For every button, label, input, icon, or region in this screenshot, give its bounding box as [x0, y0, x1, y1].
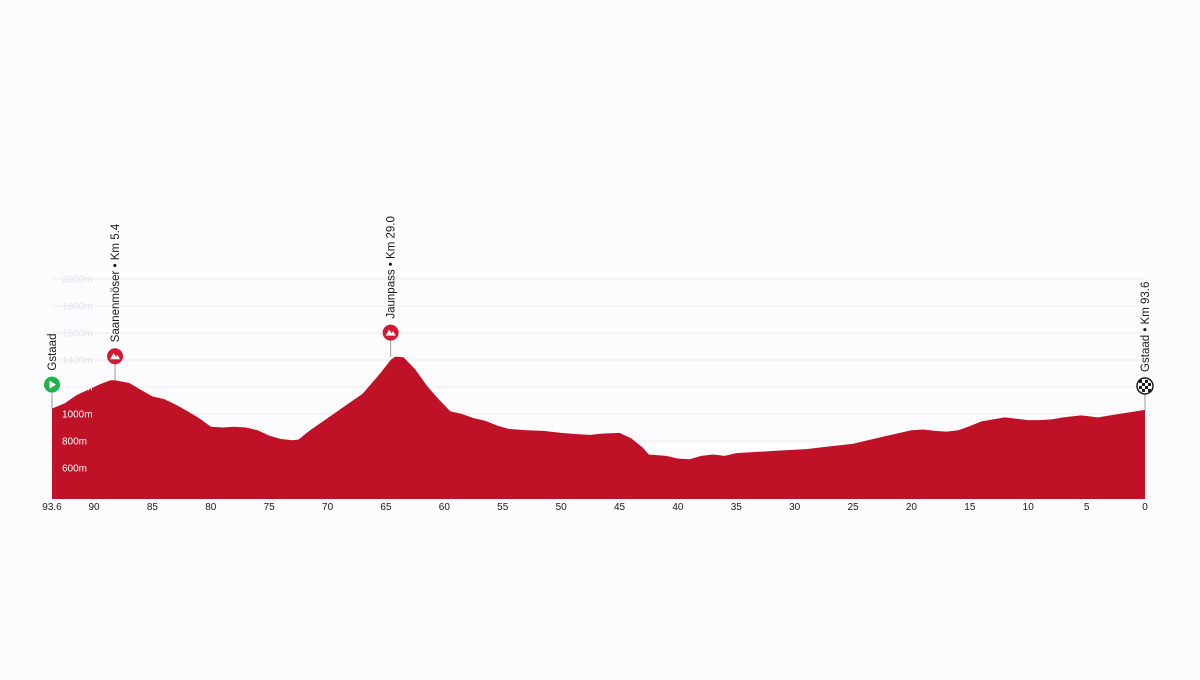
y-tick-label: 600m	[62, 464, 87, 475]
waypoints: Gstaad Saanenmöser • Km 5.4 Jaunpass • Km …	[44, 216, 1154, 410]
x-tick-label: 60	[439, 502, 451, 513]
x-tick-label: 80	[205, 502, 217, 513]
x-tick-label: 0	[1142, 502, 1148, 513]
x-tick-label: 90	[88, 502, 100, 513]
climb-icon	[382, 324, 399, 341]
x-tick-label: 75	[264, 502, 276, 513]
waypoint-label: Gstaad • Km 93.6	[1140, 282, 1152, 372]
y-axis-ticks: 600m 800m 1000m 1200m 1400m 1600m 1800m 2000m	[62, 275, 93, 475]
waypoint-saanenmöser: Saanenmöser • Km 5.4	[107, 223, 124, 381]
elevation-area-path	[52, 356, 1145, 499]
x-tick-label: 15	[964, 502, 976, 513]
climb-icon	[107, 348, 124, 365]
waypoint-label: Gstaad	[47, 334, 59, 371]
y-tick-label: 800m	[62, 437, 87, 448]
x-tick-label: 10	[1023, 502, 1035, 513]
finish-flag-icon	[1136, 377, 1154, 395]
y-tick-label: 1800m	[62, 302, 93, 313]
elevation-area	[52, 356, 1145, 499]
x-tick-label: 70	[322, 502, 334, 513]
x-tick-label: 65	[380, 502, 392, 513]
x-tick-label: 40	[672, 502, 684, 513]
y-tick-label: 1400m	[62, 356, 93, 367]
x-tick-label: 50	[556, 502, 568, 513]
x-tick-label: 5	[1084, 502, 1090, 513]
waypoint-gstaad: Gstaad • Km 93.6	[1136, 282, 1154, 410]
waypoint-jaunpass: Jaunpass • Km 29.0	[382, 216, 399, 357]
y-tick-label: 1600m	[62, 329, 93, 340]
x-tick-label: 85	[147, 502, 159, 513]
x-axis-ticks: 93.6 90 85 80 75 70 65 60 55 50 45 40 35 30 25 20 15 10 5 0	[42, 502, 1148, 513]
x-tick-label: 55	[497, 502, 509, 513]
start-icon	[44, 376, 60, 393]
y-tick-label: 2000m	[62, 275, 93, 286]
y-tick-label: 1200m	[62, 383, 93, 394]
x-tick-label: 20	[906, 502, 918, 513]
x-tick-label: 25	[848, 502, 860, 513]
x-tick-label: 35	[731, 502, 743, 513]
waypoint-gstaad: Gstaad	[44, 334, 60, 409]
x-tick-label: 30	[789, 502, 801, 513]
x-tick-label: 45	[614, 502, 626, 513]
waypoint-label: Jaunpass • Km 29.0	[386, 216, 398, 318]
waypoint-label: Saanenmöser • Km 5.4	[110, 223, 122, 342]
y-tick-label: 1000m	[62, 410, 93, 421]
x-tick-label: 93.6	[42, 502, 62, 513]
